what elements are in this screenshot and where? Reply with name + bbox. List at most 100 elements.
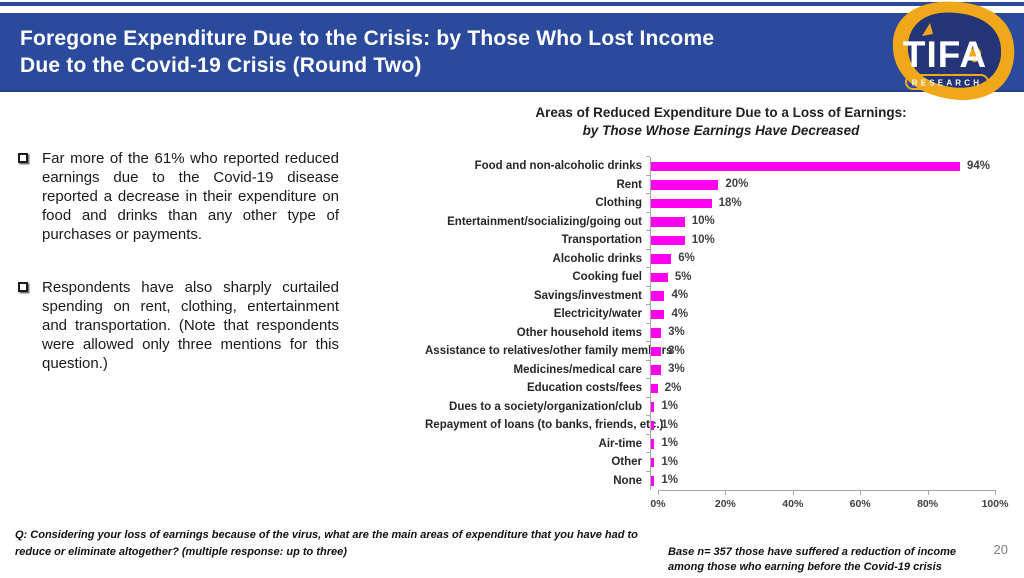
chart-row: Other household items 3% <box>425 322 1017 342</box>
tifa-logo: TIFA RESEARCH <box>884 0 1022 103</box>
bar <box>651 309 665 319</box>
plot-cell: 20% <box>646 174 990 194</box>
category-label: Electricity/water <box>553 308 642 321</box>
category-label: Other <box>611 456 642 469</box>
plot-cell: 3% <box>646 341 990 361</box>
x-axis-tick <box>792 491 794 495</box>
tifa-logo-graphic: TIFA RESEARCH <box>892 1 1015 100</box>
category-label: Transportation <box>561 234 642 247</box>
plot-cell: 3% <box>646 322 990 342</box>
value-label: 20% <box>725 178 749 190</box>
plot-cell: 4% <box>646 304 990 324</box>
slide-title: Foregone Expenditure Due to the Crisis: … <box>20 25 714 79</box>
bar <box>651 365 662 375</box>
plot-cell: 18% <box>646 193 990 213</box>
value-label: 18% <box>718 196 742 209</box>
bar <box>651 254 672 264</box>
bar <box>651 180 719 190</box>
plot-cell: 4% <box>646 285 990 305</box>
chart-title: Areas of Reduced Expenditure Due to a Lo… <box>535 105 907 120</box>
x-axis-tick <box>927 491 929 495</box>
category-label: Rent <box>616 178 642 191</box>
category-label: Education costs/fees <box>526 382 642 395</box>
value-label: 3% <box>668 363 685 375</box>
bar <box>651 457 655 467</box>
chart-row: Cooking fuel 5% <box>425 267 1017 287</box>
x-axis: 0% 20% 40% 60% 80% 100% <box>650 490 1008 514</box>
slide-title-line2: Due to the Covid-19 Crisis (Round Two) <box>20 53 422 77</box>
plot-cell: 94% <box>646 156 990 176</box>
value-label: 1% <box>661 437 678 449</box>
value-label: 10% <box>691 215 715 227</box>
bar <box>651 383 658 393</box>
chart-row: Food and non-alcoholic drinks 94% <box>425 156 1017 176</box>
x-axis-tick-label: 0% <box>650 498 666 510</box>
chart-row: Assistance to relatives/other family mem… <box>425 341 1017 361</box>
category-label: Clothing <box>595 197 642 210</box>
bar <box>651 402 655 412</box>
square-bullet-icon <box>18 153 28 163</box>
bullet-item: Respondents have also sharply curtailed … <box>15 278 339 373</box>
x-axis-tick-label: 20% <box>714 498 736 510</box>
category-label: Assistance to relatives/other family mem… <box>425 345 673 358</box>
logo-brand-text: TIFA <box>903 34 987 75</box>
bar <box>651 328 662 338</box>
category-label: Other household items <box>516 326 642 339</box>
category-label: Entertainment/socializing/going out <box>447 215 642 228</box>
slide-header: Foregone Expenditure Due to the Crisis: … <box>0 13 1024 92</box>
chart-panel: Areas of Reduced Expenditure Due to a Lo… <box>425 104 1017 514</box>
x-axis-tick <box>995 491 996 495</box>
category-label: Dues to a society/organization/club <box>449 400 642 413</box>
category-label: None <box>613 474 642 487</box>
plot-cell: 10% <box>646 230 990 250</box>
value-label: 2% <box>664 381 682 394</box>
logo-accent-icon <box>922 23 933 36</box>
plot-cell: 1% <box>646 433 990 453</box>
chart-row: Alcoholic drinks 6% <box>425 248 1017 268</box>
value-label: 5% <box>674 270 692 283</box>
value-label: 1% <box>661 418 678 431</box>
bar <box>651 198 712 208</box>
value-label: 94% <box>966 159 990 172</box>
category-label: Savings/investment <box>533 289 642 302</box>
value-label: 3% <box>668 344 685 357</box>
bullet-text: Far more of the 61% who reported reduced… <box>42 150 339 243</box>
slide-title-line1: Foregone Expenditure Due to the Crisis: … <box>20 26 715 50</box>
bar-chart: Food and non-alcoholic drinks 94% Rent 20% C… <box>425 156 1017 490</box>
bar <box>651 235 685 245</box>
chart-row: Clothing 18% <box>425 193 1017 213</box>
category-label: Alcoholic drinks <box>552 252 642 265</box>
plot-cell: 1% <box>646 452 990 472</box>
x-axis-tick-label: 80% <box>917 498 939 510</box>
top-rule <box>0 2 1024 6</box>
value-label: 6% <box>678 252 695 264</box>
bar <box>651 161 960 171</box>
plot-cell: 2% <box>646 378 990 398</box>
value-label: 1% <box>661 455 678 468</box>
chart-row: Education costs/fees 2% <box>425 378 1017 398</box>
category-label: Repayment of loans (to banks, friends, e… <box>425 419 664 432</box>
chart-row: Medicines/medical care 3% <box>425 359 1017 379</box>
chart-row: Air-time 1% <box>425 433 1017 453</box>
logo-tagline-text: RESEARCH <box>912 79 983 88</box>
chart-subtitle: by Those Whose Earnings Have Decreased <box>582 123 860 138</box>
chart-row: Transportation 10% <box>425 230 1017 250</box>
survey-question-note: Q: Considering your loss of earnings bec… <box>15 529 638 558</box>
chart-row: Savings/investment 4% <box>425 285 1017 305</box>
value-label: 4% <box>671 307 689 320</box>
africa-icon <box>969 47 982 63</box>
plot-cell: 5% <box>646 267 990 287</box>
plot-cell: 1% <box>646 470 990 490</box>
plot-cell: 6% <box>646 248 990 268</box>
plot-cell: 1% <box>646 415 990 435</box>
x-axis-tick-label: 40% <box>782 498 804 510</box>
x-axis-tick <box>860 491 862 495</box>
logo-research-pill <box>905 74 989 90</box>
page-number: 20 <box>993 542 1008 557</box>
x-axis-tick-label: 60% <box>849 498 871 510</box>
value-label: 1% <box>661 474 678 486</box>
value-label: 4% <box>671 289 689 301</box>
bullet-item: Far more of the 61% who reported reduced… <box>15 149 339 244</box>
x-axis-tick <box>725 491 727 495</box>
